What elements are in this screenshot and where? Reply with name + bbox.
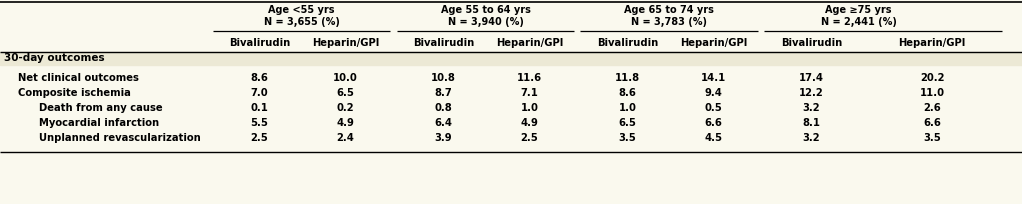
Text: 6.6: 6.6 <box>704 118 723 128</box>
Text: 9.4: 9.4 <box>704 88 723 98</box>
Text: N = 3,940 (%): N = 3,940 (%) <box>448 17 523 27</box>
Bar <box>0 52 1022 65</box>
Text: 0.8: 0.8 <box>434 103 453 113</box>
Text: Unplanned revascularization: Unplanned revascularization <box>39 133 200 143</box>
Text: Age ≥75 yrs: Age ≥75 yrs <box>825 5 892 15</box>
Text: Bivalirudin: Bivalirudin <box>781 38 842 48</box>
Text: Death from any cause: Death from any cause <box>39 103 162 113</box>
Text: Age <55 yrs: Age <55 yrs <box>268 5 335 15</box>
Text: N = 3,783 (%): N = 3,783 (%) <box>632 17 707 27</box>
Text: 3.2: 3.2 <box>802 103 821 113</box>
Text: 4.5: 4.5 <box>704 133 723 143</box>
Text: 1.0: 1.0 <box>520 103 539 113</box>
Text: Age 65 to 74 yrs: Age 65 to 74 yrs <box>624 5 714 15</box>
Text: 0.2: 0.2 <box>336 103 355 113</box>
Text: 11.0: 11.0 <box>920 88 944 98</box>
Text: 10.8: 10.8 <box>431 73 456 83</box>
Text: Myocardial infarction: Myocardial infarction <box>39 118 159 128</box>
Text: 8.7: 8.7 <box>434 88 453 98</box>
Text: 0.5: 0.5 <box>704 103 723 113</box>
Text: 20.2: 20.2 <box>920 73 944 83</box>
Text: 2.5: 2.5 <box>520 133 539 143</box>
Text: 4.9: 4.9 <box>520 118 539 128</box>
Text: 12.2: 12.2 <box>799 88 824 98</box>
Text: 2.5: 2.5 <box>250 133 269 143</box>
Text: N = 2,441 (%): N = 2,441 (%) <box>821 17 896 27</box>
Text: 17.4: 17.4 <box>799 73 824 83</box>
Text: Heparin/GPI: Heparin/GPI <box>496 38 563 48</box>
Text: 3.2: 3.2 <box>802 133 821 143</box>
Text: 6.4: 6.4 <box>434 118 453 128</box>
Text: 10.0: 10.0 <box>333 73 358 83</box>
Text: Composite ischemia: Composite ischemia <box>18 88 131 98</box>
Text: 4.9: 4.9 <box>336 118 355 128</box>
Text: Net clinical outcomes: Net clinical outcomes <box>18 73 139 83</box>
Text: 6.5: 6.5 <box>336 88 355 98</box>
Text: Heparin/GPI: Heparin/GPI <box>312 38 379 48</box>
Text: 2.4: 2.4 <box>336 133 355 143</box>
Text: 7.0: 7.0 <box>250 88 269 98</box>
Text: 11.6: 11.6 <box>517 73 542 83</box>
Text: 7.1: 7.1 <box>520 88 539 98</box>
Text: Bivalirudin: Bivalirudin <box>229 38 290 48</box>
Text: Bivalirudin: Bivalirudin <box>597 38 658 48</box>
Text: 5.5: 5.5 <box>250 118 269 128</box>
Text: 30-day outcomes: 30-day outcomes <box>4 53 104 63</box>
Text: 6.6: 6.6 <box>923 118 941 128</box>
Text: N = 3,655 (%): N = 3,655 (%) <box>264 17 339 27</box>
Text: Heparin/GPI: Heparin/GPI <box>680 38 747 48</box>
Text: 1.0: 1.0 <box>618 103 637 113</box>
Text: Age 55 to 64 yrs: Age 55 to 64 yrs <box>440 5 530 15</box>
Text: 8.6: 8.6 <box>250 73 269 83</box>
Text: 14.1: 14.1 <box>701 73 726 83</box>
Text: 0.1: 0.1 <box>250 103 269 113</box>
Text: 3.5: 3.5 <box>618 133 637 143</box>
Text: 11.8: 11.8 <box>615 73 640 83</box>
Text: 6.5: 6.5 <box>618 118 637 128</box>
Text: 3.9: 3.9 <box>434 133 453 143</box>
Text: Heparin/GPI: Heparin/GPI <box>898 38 966 48</box>
Text: Bivalirudin: Bivalirudin <box>413 38 474 48</box>
Text: 2.6: 2.6 <box>923 103 941 113</box>
Text: 8.6: 8.6 <box>618 88 637 98</box>
Text: 8.1: 8.1 <box>802 118 821 128</box>
Text: 3.5: 3.5 <box>923 133 941 143</box>
